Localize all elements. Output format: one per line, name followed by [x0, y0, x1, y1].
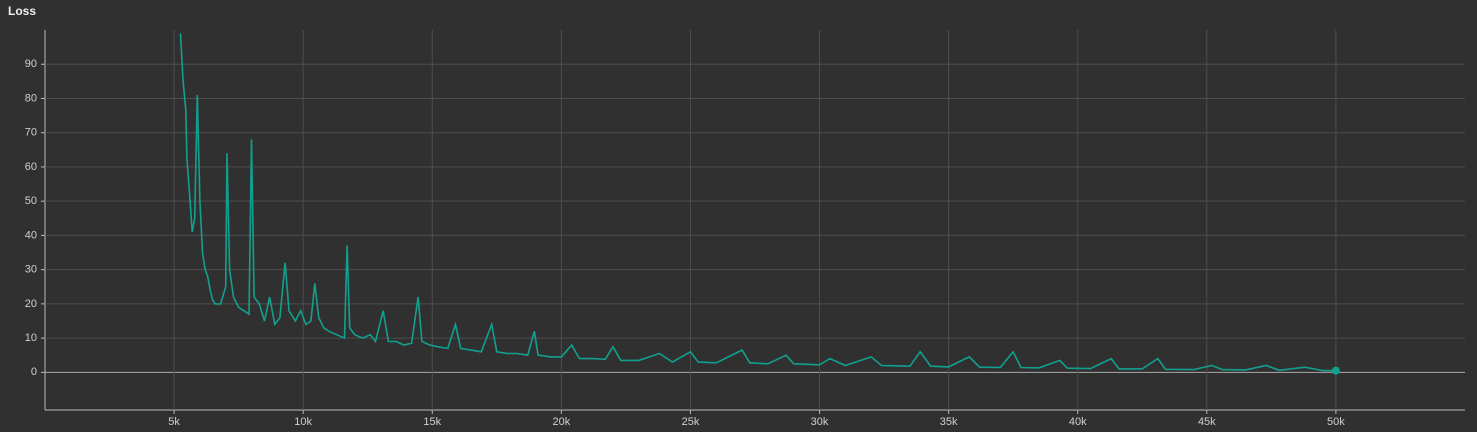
- y-tick-label: 30: [25, 264, 37, 276]
- y-tick-label: 10: [25, 332, 37, 344]
- x-tick-label: 50k: [1327, 416, 1345, 428]
- y-tick-label: 80: [25, 92, 37, 104]
- x-tick-label: 30k: [811, 416, 829, 428]
- chart-title: Loss: [8, 4, 36, 18]
- x-tick-label: 40k: [1069, 416, 1087, 428]
- x-tick-label: 35k: [940, 416, 958, 428]
- x-tick-label: 10k: [294, 416, 312, 428]
- x-tick-label: 45k: [1198, 416, 1216, 428]
- y-tick-label: 70: [25, 127, 37, 139]
- y-tick-label: 60: [25, 161, 37, 173]
- x-tick-label: 15k: [423, 416, 441, 428]
- y-tick-label: 90: [25, 58, 37, 70]
- plot: [179, 33, 1340, 375]
- last-point: [1331, 366, 1340, 375]
- y-tick-label: 50: [25, 195, 37, 207]
- x-tick-label: 5k: [168, 416, 180, 428]
- y-tick-label: 20: [25, 298, 37, 310]
- x-tick-label: 25k: [682, 416, 700, 428]
- line-series: [179, 33, 1336, 372]
- y-tick-label: 40: [25, 229, 37, 241]
- y-tick-label: 0: [31, 366, 37, 378]
- x-tick-label: 20k: [552, 416, 570, 428]
